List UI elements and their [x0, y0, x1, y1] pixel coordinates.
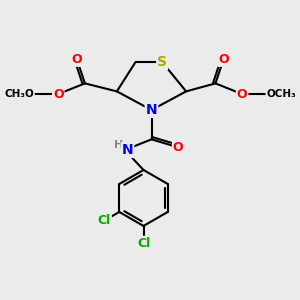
- Text: Cl: Cl: [137, 237, 150, 250]
- Text: CH₃O: CH₃O: [4, 89, 34, 99]
- Text: O: O: [53, 88, 64, 100]
- Text: Cl: Cl: [98, 214, 111, 227]
- Text: O: O: [72, 53, 82, 66]
- Text: O: O: [218, 53, 229, 66]
- Text: O: O: [267, 88, 278, 100]
- Text: H: H: [114, 140, 123, 150]
- Text: OCH₃: OCH₃: [266, 89, 296, 99]
- Text: O: O: [173, 141, 184, 154]
- Text: S: S: [157, 55, 167, 69]
- Text: N: N: [122, 143, 133, 157]
- Text: O: O: [237, 88, 248, 100]
- Text: N: N: [146, 103, 157, 117]
